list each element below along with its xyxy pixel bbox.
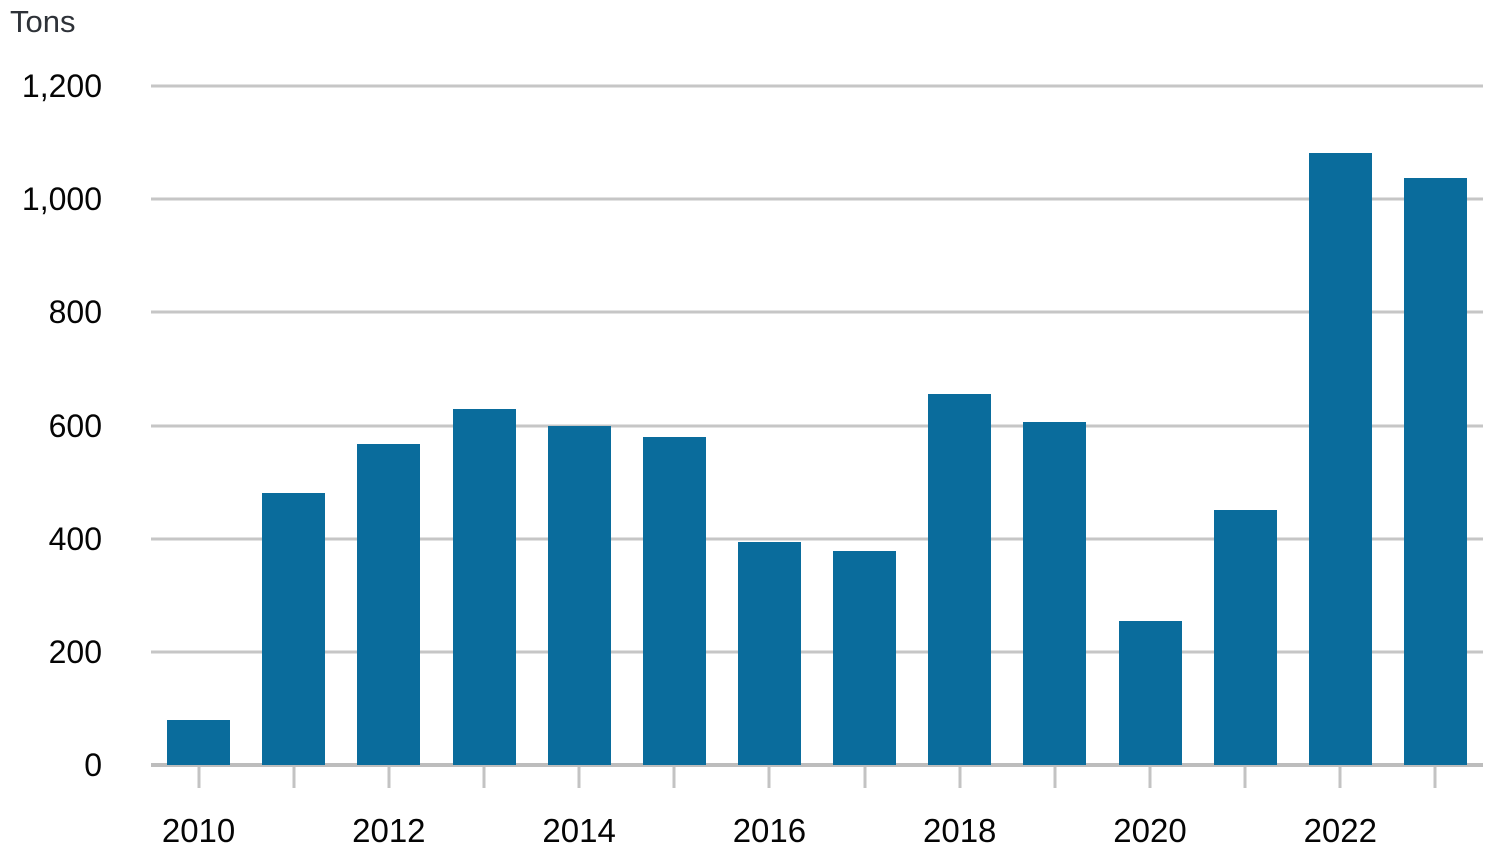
bar-2019 [1023,422,1087,765]
x-tick-label-2012: 2012 [352,812,426,849]
x-axis-tick-2011 [292,767,296,788]
x-axis-tick-2015 [672,767,676,788]
x-axis-tick-2013 [482,767,486,788]
gridline-1200 [151,84,1483,88]
y-tick-label-800: 800 [48,294,102,331]
y-axis-unit-label: Tons [10,4,76,39]
x-axis-tick-2010 [197,767,201,788]
x-tick-label-2010: 2010 [161,812,236,849]
x-tick-label-2016: 2016 [732,812,807,849]
y-tick-label-200: 200 [48,633,102,670]
x-axis-tick-2012 [387,767,391,788]
x-tick-label-2022: 2022 [1303,812,1377,849]
gridline-600 [151,424,1483,427]
x-axis-tick-2018 [958,767,962,788]
gridline-800 [151,310,1483,314]
bar-2022 [1308,152,1372,765]
bar-2011 [262,493,326,765]
bar-2017 [833,551,897,765]
y-tick-label-1200: 1,200 [21,68,102,104]
gridline-1000 [151,197,1483,201]
gridline-200 [151,650,1483,654]
x-axis-tick-2019 [1053,767,1057,788]
bar-2023 [1403,178,1467,765]
x-axis-tick-2017 [863,767,867,788]
y-tick-label-1000: 1,000 [21,181,102,218]
x-tick-label-2020: 2020 [1113,812,1187,849]
plot-area [151,84,1483,767]
x-axis-tick-2014 [577,767,581,788]
y-tick-label-0: 0 [84,747,102,783]
x-tick-label-2018: 2018 [922,812,997,849]
x-axis-tick-2016 [767,767,771,788]
x-axis-tick-2020 [1148,767,1152,788]
x-axis-tick-2023 [1433,767,1437,788]
bar-2018 [928,393,992,765]
bar-2020 [1118,620,1182,765]
bar-2021 [1213,510,1277,765]
bar-2012 [357,444,421,765]
bar-2010 [167,719,231,765]
x-axis-tick-2022 [1338,767,1342,788]
bar-2016 [737,541,801,765]
x-tick-label-2014: 2014 [542,812,616,849]
x-axis-tick-2021 [1243,767,1247,788]
x-axis-line [151,763,1483,767]
bar-2013 [452,408,516,765]
bar-2015 [642,436,706,765]
gridline-400 [151,537,1483,541]
y-tick-label-600: 600 [48,407,102,444]
bar-2014 [547,425,611,765]
y-tick-label-400: 400 [48,520,102,557]
